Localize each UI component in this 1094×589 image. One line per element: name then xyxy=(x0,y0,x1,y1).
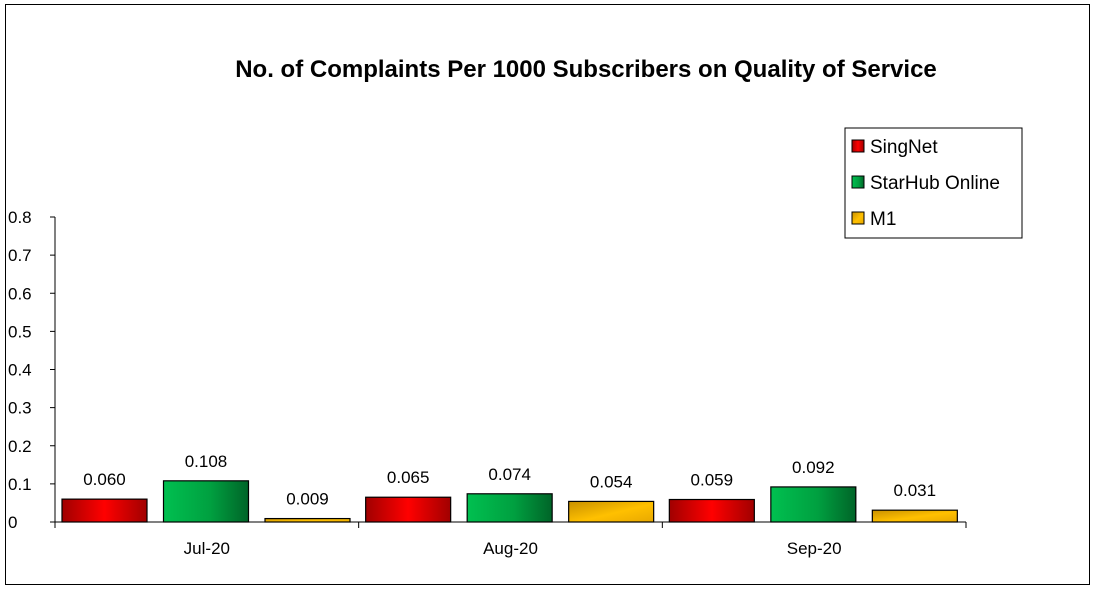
bar-singnet-aug-20 xyxy=(365,496,452,523)
y-tick-label: 0.5 xyxy=(8,322,32,341)
y-axis: 0 0.1 0.2 0.3 0.4 0.5 0.6 0.7 0.8 xyxy=(8,208,56,532)
bar-starhub-online-aug-20 xyxy=(466,493,553,523)
bar-singnet-jul-20 xyxy=(61,498,148,523)
legend-swatch-singnet xyxy=(851,139,865,153)
x-axis: Jul-20 Aug-20 Sep-20 xyxy=(54,521,967,558)
y-tick-label: 0.3 xyxy=(8,399,32,418)
data-label: 0.108 xyxy=(185,452,228,471)
legend-label: SingNet xyxy=(870,137,938,158)
bar-m1-aug-20 xyxy=(568,500,655,523)
bar-starhub-online-sep-20 xyxy=(770,486,857,523)
legend-box xyxy=(844,127,1023,239)
data-label: 0.074 xyxy=(488,465,531,484)
data-label: 0.092 xyxy=(792,458,835,477)
data-label: 0.009 xyxy=(286,490,329,509)
legend-label: StarHub Online xyxy=(870,173,1000,194)
y-tick-label: 0 xyxy=(8,513,17,532)
legend: SingNet StarHub Online M1 xyxy=(844,127,1023,239)
y-tick-label: 0.8 xyxy=(8,208,32,227)
legend-swatch-starhub-online xyxy=(851,175,865,189)
x-tick-label: Sep-20 xyxy=(787,539,842,558)
data-label: 0.059 xyxy=(691,471,734,490)
x-tick-label: Jul-20 xyxy=(184,539,230,558)
bar-starhub-online-jul-20 xyxy=(162,480,250,523)
data-labels: 0.060 0.108 0.009 0.065 0.074 0.054 0.059 0.092… xyxy=(83,452,936,509)
data-label: 0.065 xyxy=(387,468,430,487)
bar-m1-jul-20 xyxy=(264,517,351,523)
bar-m1-sep-20 xyxy=(871,509,958,523)
y-tick-label: 0.1 xyxy=(8,475,32,494)
data-label: 0.054 xyxy=(590,472,633,491)
legend-label: M1 xyxy=(870,209,896,230)
x-tick-label: Aug-20 xyxy=(483,539,538,558)
data-label: 0.031 xyxy=(894,481,937,500)
bars xyxy=(61,480,958,523)
y-tick-label: 0.2 xyxy=(8,437,32,456)
y-tick-label: 0.6 xyxy=(8,284,32,303)
y-tick-label: 0.4 xyxy=(8,361,32,380)
data-label: 0.060 xyxy=(83,470,126,489)
y-tick-label: 0.7 xyxy=(8,246,32,265)
bar-singnet-sep-20 xyxy=(668,498,755,523)
chart-title: No. of Complaints Per 1000 Subscribers o… xyxy=(235,56,937,83)
legend-swatch-m1 xyxy=(851,211,865,225)
